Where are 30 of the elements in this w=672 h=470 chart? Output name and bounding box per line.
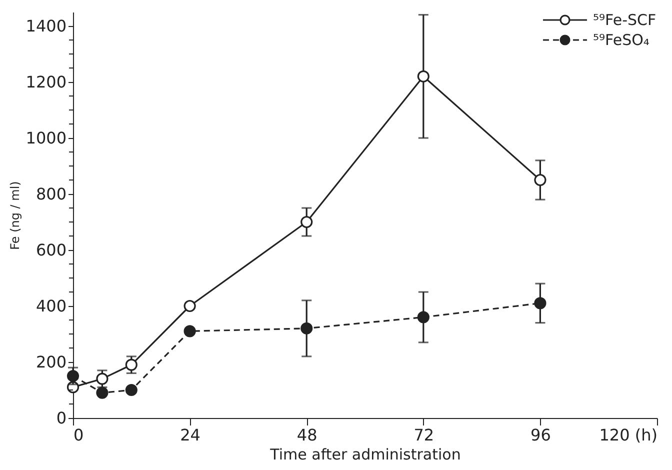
legend-label: ⁵⁹FeSO₄ — [593, 31, 650, 49]
point — [534, 297, 546, 310]
y-tick-label: 400 — [36, 296, 66, 316]
point — [300, 322, 313, 334]
point — [417, 311, 430, 324]
y-tick-label: 1200 — [26, 72, 66, 92]
x-tick-label: 96 — [530, 426, 551, 444]
y-tick-label: 0 — [56, 408, 66, 428]
legend-label: ⁵⁹Fe-SCF — [593, 11, 656, 29]
point — [184, 300, 196, 312]
x-tick-label: 120 (h) — [599, 426, 658, 444]
point — [96, 372, 108, 385]
x-axis-title: Time after administration — [269, 446, 461, 464]
point — [417, 70, 430, 82]
point — [125, 358, 138, 371]
x-tick-label: 24 — [180, 426, 200, 444]
y-axis-title: Fe (ng / ml) — [8, 181, 22, 250]
point — [184, 325, 196, 338]
x-tick-label: 48 — [296, 426, 318, 444]
point — [534, 174, 546, 186]
point — [300, 216, 313, 228]
y-tick-label: 600 — [36, 240, 66, 260]
x-tick-label: 0 — [74, 426, 84, 444]
y-tick-label: 1400 — [26, 16, 66, 36]
y-tick-label: 1000 — [26, 128, 66, 148]
x-tick-label: 72 — [414, 426, 434, 444]
y-tick-label: 800 — [36, 184, 66, 204]
point — [125, 384, 138, 396]
point — [96, 386, 108, 399]
y-tick-label: 200 — [36, 352, 66, 372]
